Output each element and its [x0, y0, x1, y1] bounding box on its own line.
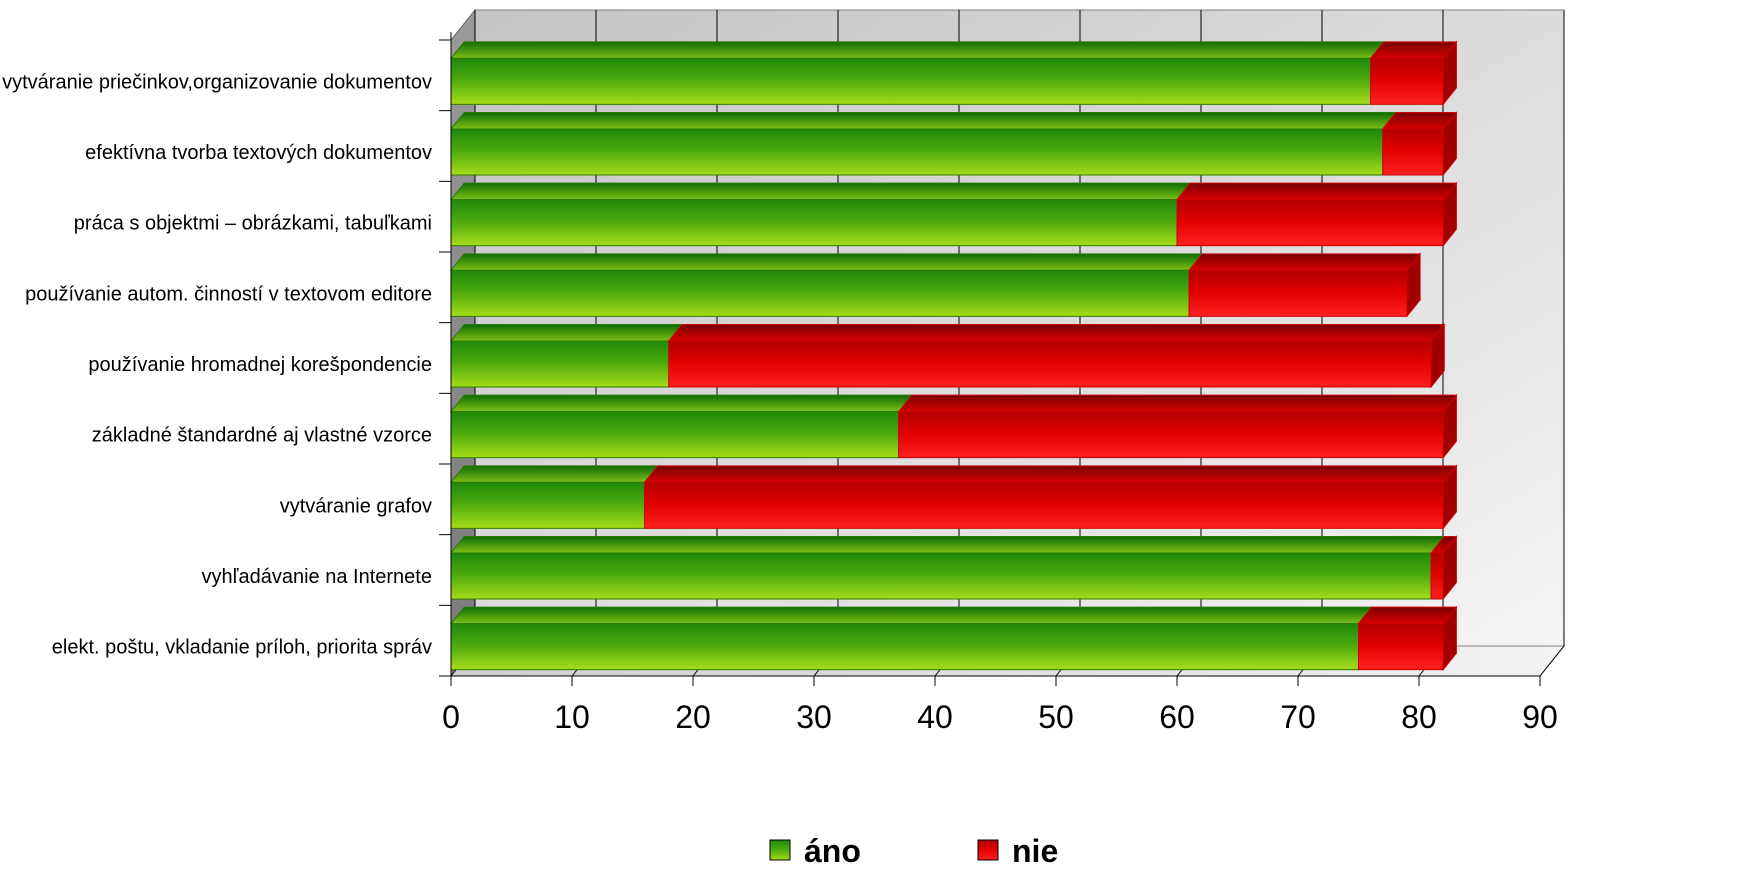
x-tick-label: 0 — [442, 699, 460, 735]
bar-ano — [450, 269, 1190, 317]
bar-end-nie — [1442, 181, 1457, 248]
bar-top-ano — [449, 41, 1385, 59]
bar-top-nie — [1357, 606, 1458, 625]
bar-top-ano — [449, 253, 1204, 271]
bar-nie — [1188, 269, 1408, 317]
bar-top-nie — [1188, 253, 1422, 271]
category-labels: vytváranie priečinkov,organizovanie doku… — [2, 71, 432, 658]
bar-end-nie — [1442, 393, 1457, 460]
category-label: používanie hromadnej korešpondencie — [88, 354, 432, 376]
legend: áno nie — [769, 833, 1058, 869]
bar-ano — [450, 623, 1359, 671]
category-label: práca s objektmi – obrázkami, tabuľkami — [74, 213, 432, 235]
category-label: vytváranie grafov — [280, 495, 432, 517]
bar-ano — [450, 57, 1372, 105]
legend-swatch-ano — [769, 839, 791, 861]
bar-top-nie — [1369, 41, 1458, 59]
bar-end-nie — [1442, 464, 1457, 530]
tick-labels: 0 10 20 30 40 50 60 70 80 90 — [442, 699, 1558, 735]
bar-nie — [1176, 199, 1444, 247]
bar-top-ano — [449, 182, 1192, 201]
bar-top-nie — [667, 324, 1446, 342]
category-label: elekt. poštu, vkladanie príloh, priorita… — [52, 637, 432, 659]
category-label: základné štandardné aj vlastné vzorce — [92, 425, 432, 447]
bar-end-nie — [1442, 605, 1457, 672]
x-tick-label: 10 — [554, 699, 590, 735]
axes — [439, 32, 1541, 686]
bar-top-ano — [449, 324, 684, 342]
bar-end-nie — [1442, 40, 1457, 106]
bar-nie — [644, 481, 1444, 529]
category-label: efektívna tvorba textových dokumentov — [85, 142, 432, 164]
bar-ano — [450, 128, 1384, 176]
bar-nie — [1430, 552, 1444, 600]
category-label: používanie autom. činností v textovom ed… — [25, 283, 432, 305]
x-tick-label: 90 — [1522, 699, 1558, 735]
bar-top-ano — [449, 606, 1373, 625]
bar-ano — [450, 552, 1432, 600]
bar-ano — [450, 199, 1178, 247]
x-tick-label: 70 — [1280, 699, 1316, 735]
bar-ano — [450, 340, 670, 388]
bar-top-nie — [897, 394, 1458, 413]
x-tick-label: 20 — [675, 699, 711, 735]
bar-top-nie — [1175, 182, 1458, 201]
bar-top-nie — [643, 465, 1458, 483]
x-tick-label: 60 — [1159, 699, 1195, 735]
category-label: vyhľadávanie na Internete — [202, 566, 432, 588]
legend-label-ano: áno — [804, 833, 861, 869]
bar-top-ano — [449, 112, 1397, 130]
bars — [449, 40, 1458, 672]
bar-top-ano — [449, 394, 913, 413]
bar-nie — [668, 340, 1432, 388]
x-tick-label: 50 — [1038, 699, 1074, 735]
bar-end-nie — [1442, 535, 1457, 601]
bar-end-nie — [1430, 323, 1445, 389]
bar-nie — [1370, 57, 1444, 105]
gridline-floor — [1539, 645, 1565, 677]
legend-label-nie: nie — [1012, 833, 1058, 869]
x-tick-label: 30 — [796, 699, 832, 735]
bar-end-nie — [1442, 111, 1457, 177]
x-tick-label: 80 — [1401, 699, 1437, 735]
bar-top-ano — [449, 465, 659, 483]
bar-nie — [1358, 623, 1444, 671]
legend-swatch-nie — [977, 839, 999, 861]
category-label: vytváranie priečinkov,organizovanie doku… — [2, 71, 432, 93]
bar-top-ano — [449, 536, 1446, 554]
bar-end-nie — [1406, 252, 1421, 318]
x-tick-label: 40 — [917, 699, 953, 735]
bar-ano — [450, 411, 900, 459]
bar-nie — [898, 411, 1444, 459]
bar-ano — [450, 481, 646, 529]
bar-nie — [1382, 128, 1444, 176]
